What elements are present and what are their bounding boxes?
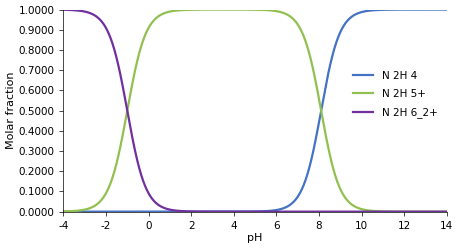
Y-axis label: Molar fraction: Molar fraction [6, 72, 16, 149]
N 2H 6_2+ [224, 210, 230, 213]
N 2H 4 [104, 210, 110, 213]
Line: N 2H 6_2+: N 2H 6_2+ [63, 10, 447, 212]
N 2H 5+ [127, 95, 133, 98]
N 2H 4 [61, 210, 66, 213]
N 2H 5+ [61, 210, 66, 213]
N 2H 5+ [207, 8, 213, 11]
N 2H 4 [127, 210, 133, 213]
N 2H 4 [395, 8, 401, 11]
X-axis label: pH: pH [247, 234, 263, 244]
Legend: N 2H 4, N 2H 5+, N 2H 6_2+: N 2H 4, N 2H 5+, N 2H 6_2+ [348, 66, 442, 123]
N 2H 4 [437, 8, 442, 11]
N 2H 4 [444, 8, 449, 11]
N 2H 4 [207, 210, 213, 213]
Line: N 2H 4: N 2H 4 [63, 9, 447, 212]
N 2H 6_2+ [395, 210, 401, 213]
N 2H 5+ [221, 8, 227, 11]
N 2H 6_2+ [207, 210, 213, 213]
N 2H 5+ [104, 190, 110, 193]
N 2H 5+ [224, 8, 230, 11]
N 2H 6_2+ [127, 123, 133, 126]
N 2H 5+ [444, 210, 449, 213]
N 2H 6_2+ [444, 210, 449, 213]
Line: N 2H 5+: N 2H 5+ [63, 9, 447, 212]
N 2H 5+ [395, 210, 401, 213]
N 2H 6_2+ [104, 29, 110, 32]
N 2H 6_2+ [437, 210, 442, 213]
N 2H 5+ [437, 210, 442, 213]
N 2H 4 [224, 210, 230, 213]
N 2H 6_2+ [61, 8, 66, 11]
